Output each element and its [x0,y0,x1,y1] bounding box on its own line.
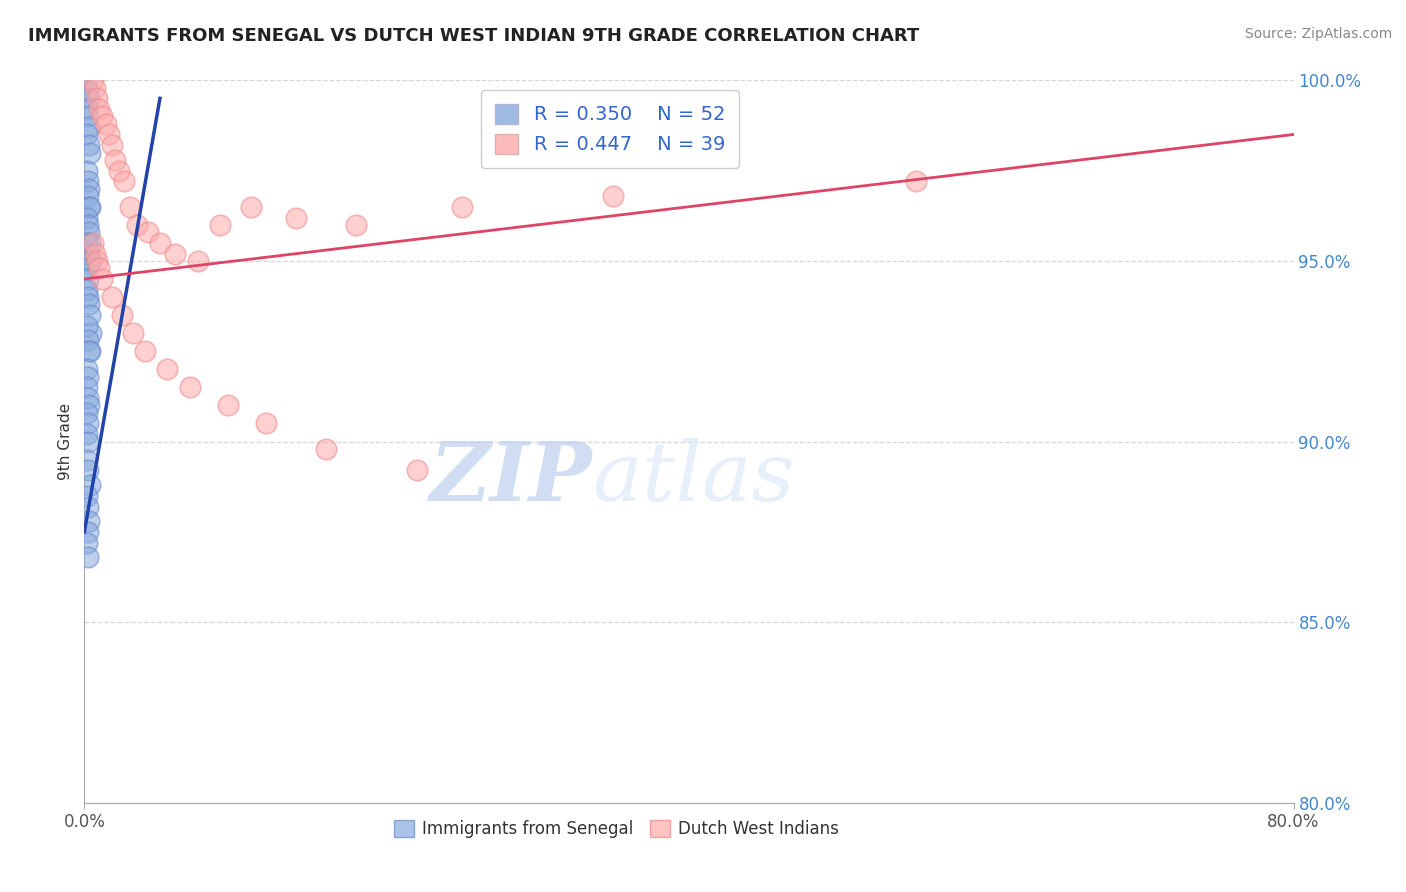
Point [77,514,100,528]
Point [79,308,101,322]
Point [77,297,100,311]
Point [77,109,100,123]
Point [76,362,98,376]
Point [76,174,98,188]
Point [254,417,277,431]
Point [76,535,98,549]
Point [76,427,98,442]
Y-axis label: 9th Grade: 9th Grade [58,403,73,480]
Point [285,211,308,225]
Point [239,200,262,214]
Point [187,254,209,268]
Point [76,406,98,420]
Point [165,246,187,260]
Point [100,290,122,304]
Point [76,380,98,394]
Legend: Immigrants from Senegal, Dutch West Indians: Immigrants from Senegal, Dutch West Indi… [387,814,846,845]
Point [217,399,239,413]
Point [76,128,98,142]
Point [79,254,101,268]
Point [76,218,98,232]
Point [77,399,100,413]
Point [79,235,101,250]
Point [76,84,98,98]
Point [79,344,101,359]
Point [77,120,100,135]
Point [904,174,927,188]
Text: ZIP: ZIP [430,438,592,517]
Point [76,452,98,467]
Point [91,109,114,123]
Point [76,417,98,431]
Point [77,246,100,260]
Point [94,117,117,131]
Point [97,128,120,142]
Point [80,326,103,341]
Point [77,181,100,195]
Point [179,380,201,394]
Point [156,362,179,376]
Point [111,308,134,322]
Point [91,272,114,286]
Point [315,442,337,456]
Point [209,218,232,232]
Point [76,283,98,297]
Point [149,235,172,250]
Text: Source: ZipAtlas.com: Source: ZipAtlas.com [1244,27,1392,41]
Point [77,200,100,214]
Point [86,91,108,105]
Point [100,138,122,153]
Point [76,261,98,276]
Point [108,163,131,178]
Point [76,211,98,225]
Point [118,200,141,214]
Text: IMMIGRANTS FROM SENEGAL VS DUTCH WEST INDIAN 9TH GRADE CORRELATION CHART: IMMIGRANTS FROM SENEGAL VS DUTCH WEST IN… [28,27,920,45]
Point [451,200,474,214]
Point [77,334,100,348]
Point [89,102,111,116]
Point [76,500,98,514]
Point [82,73,104,87]
Point [346,218,368,232]
Point [76,318,98,333]
Point [77,434,100,449]
Point [136,225,159,239]
Point [76,391,98,405]
Point [89,261,111,276]
Point [84,80,107,95]
Point [77,225,100,239]
Point [80,254,103,268]
Point [134,344,156,359]
Point [77,91,100,105]
Point [79,200,101,214]
Point [86,254,108,268]
Point [76,163,98,178]
Point [76,290,98,304]
Point [79,478,101,492]
Point [406,463,429,477]
Point [84,246,107,260]
Point [77,138,100,153]
Point [121,326,143,341]
Point [602,189,624,203]
Point [77,550,100,565]
Text: atlas: atlas [592,438,794,517]
Point [112,174,135,188]
Point [82,235,104,250]
Point [79,145,101,160]
Point [104,153,127,167]
Point [76,73,98,87]
Point [77,189,100,203]
Point [77,344,100,359]
Point [76,489,98,503]
Point [76,102,98,116]
Point [77,272,100,286]
Point [76,524,98,539]
Point [76,463,98,477]
Point [76,235,98,250]
Point [77,369,100,384]
Point [127,218,149,232]
